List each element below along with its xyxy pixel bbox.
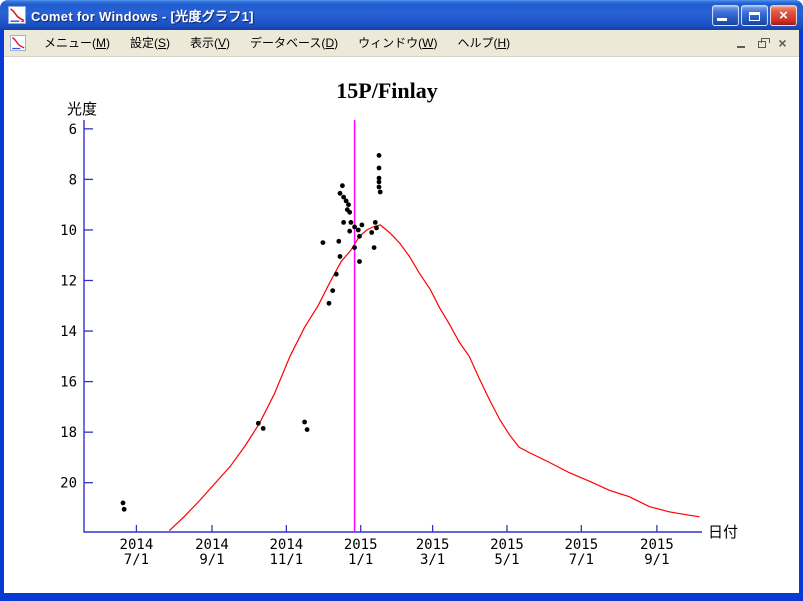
menubar-items: メニュー(M) 設定(S) 表示(V) データベース(D) ウィンドウ(W) ヘルプ(H) <box>34 30 732 56</box>
observation-point <box>255 420 261 426</box>
observation-point <box>347 228 353 234</box>
observation-point <box>371 245 377 251</box>
titlebar-buttons: × <box>712 4 797 26</box>
mdi-close-icon: × <box>778 35 787 51</box>
observation-point <box>333 271 339 277</box>
observation-point <box>357 233 362 239</box>
menu-item-menu[interactable]: メニュー(M) <box>44 36 110 50</box>
observation-point <box>347 209 353 215</box>
observation-point <box>121 506 127 512</box>
menu-item-window[interactable]: ウィンドウ(W) <box>358 36 438 50</box>
menu-item-database[interactable]: データベース(D) <box>250 36 339 50</box>
observation-point <box>337 190 343 196</box>
observation-point <box>341 220 346 225</box>
maximize-button[interactable] <box>741 4 768 26</box>
observation-point <box>320 240 326 246</box>
axes <box>83 120 702 533</box>
x-tick-label-day: 11/1 <box>269 552 303 568</box>
x-tick-label-year: 2014 <box>269 537 303 553</box>
observation-point <box>346 202 351 208</box>
y-tick-label: 18 <box>60 425 77 441</box>
y-tick-label: 12 <box>60 274 77 290</box>
window-title: Comet for Windows - [光度グラフ1] <box>31 8 254 24</box>
observation-point <box>359 222 365 228</box>
x-tick-label-day: 7/1 <box>124 552 149 568</box>
x-tick-label-year: 2015 <box>416 537 450 553</box>
x-axis-label: 日付 <box>708 523 738 541</box>
observation-point <box>337 254 343 259</box>
observation-point <box>336 238 342 244</box>
observation-point <box>376 179 382 185</box>
y-tick-label: 14 <box>60 324 77 340</box>
x-tick-label-year: 2015 <box>640 537 674 553</box>
x-tick-label-day: 9/1 <box>199 552 224 568</box>
x-tick-label-year: 2015 <box>564 537 598 553</box>
client-area <box>4 57 799 593</box>
mdi-restore-icon <box>757 38 770 48</box>
x-tick-label-day: 3/1 <box>420 552 445 568</box>
observation-point <box>376 175 382 181</box>
observation-point <box>340 183 345 189</box>
observation-point <box>304 427 310 432</box>
observation-point <box>369 230 375 235</box>
observation-point <box>326 300 332 306</box>
mdi-close-button[interactable]: × <box>774 36 791 51</box>
x-tick-label-year: 2015 <box>344 537 378 553</box>
x-tick-label-year: 2014 <box>120 537 154 553</box>
observation-point <box>374 225 379 231</box>
y-tick-label: 10 <box>60 223 77 239</box>
observation-point <box>357 259 362 264</box>
y-tick-label: 20 <box>60 476 77 492</box>
model-curve <box>168 224 700 532</box>
document-system-menu-icon[interactable] <box>10 35 26 51</box>
minimize-icon <box>716 17 727 21</box>
titlebar[interactable]: Comet for Windows - [光度グラフ1] × <box>0 0 803 30</box>
observation-point <box>376 184 382 190</box>
mdi-restore-button[interactable] <box>753 36 770 51</box>
observation-point <box>352 224 357 230</box>
observation-point <box>376 165 382 171</box>
y-tick-label: 6 <box>69 122 77 138</box>
observation-point <box>376 153 382 158</box>
mdi-minimize-icon <box>736 46 745 48</box>
observation-point <box>372 220 378 225</box>
x-tick-label-year: 2015 <box>490 537 524 553</box>
x-tick-label-day: 5/1 <box>494 552 519 568</box>
maximize-icon <box>749 11 760 21</box>
observation-point <box>343 198 349 204</box>
menu-item-view[interactable]: 表示(V) <box>190 36 231 50</box>
minimize-button[interactable] <box>712 4 739 26</box>
mdi-minimize-button[interactable] <box>732 36 749 51</box>
mdi-window-buttons: × <box>732 36 791 51</box>
observation-point <box>260 426 266 431</box>
close-icon: × <box>779 6 788 24</box>
menu-item-help[interactable]: ヘルプ(H) <box>457 36 511 50</box>
observation-point <box>352 245 357 251</box>
close-button[interactable]: × <box>770 4 797 26</box>
x-tick-label-day: 7/1 <box>569 552 594 568</box>
y-tick-label: 16 <box>60 375 77 391</box>
observation-point <box>330 288 336 293</box>
observation-point <box>377 189 383 195</box>
chart-title: 15P/Finlay <box>336 78 437 103</box>
observation-point <box>341 194 346 200</box>
menu-item-settings[interactable]: 設定(S) <box>130 36 171 50</box>
y-axis-label: 光度 <box>67 100 97 118</box>
x-tick-label-day: 1/1 <box>348 552 373 568</box>
observation-point <box>120 500 126 506</box>
app-icon[interactable] <box>8 6 26 24</box>
x-tick-label-year: 2014 <box>195 537 229 553</box>
observation-point <box>302 419 307 425</box>
menubar: メニュー(M) 設定(S) 表示(V) データベース(D) ウィンドウ(W) ヘルプ(H)… <box>4 30 799 57</box>
x-tick-label-day: 9/1 <box>644 552 669 568</box>
y-tick-label: 8 <box>69 172 77 188</box>
observation-point <box>355 227 361 233</box>
observation-point <box>348 220 354 225</box>
